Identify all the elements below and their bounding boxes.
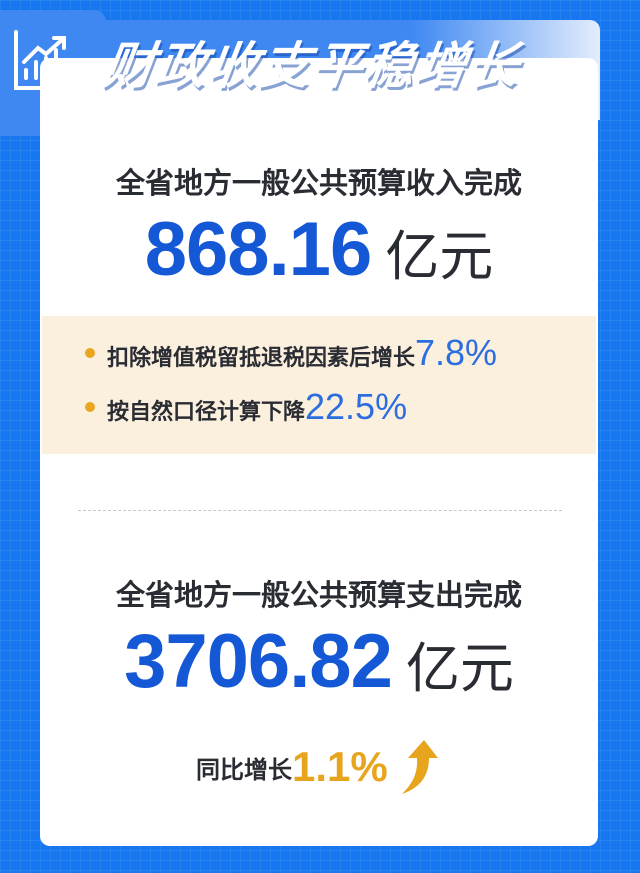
growth-label: 同比增长 bbox=[196, 755, 292, 784]
revenue-unit: 亿元 bbox=[385, 225, 494, 288]
revenue-note: 按自然口径计算下降 22.5% bbox=[85, 386, 407, 428]
note-text: 扣除增值税留抵退税因素后增长 bbox=[107, 346, 416, 371]
bullet-icon bbox=[85, 348, 95, 358]
arrow-up-icon bbox=[401, 740, 438, 794]
section-divider bbox=[78, 510, 562, 511]
chart-growth-icon bbox=[14, 30, 72, 90]
bullet-icon bbox=[85, 402, 95, 412]
note-value: 22.5% bbox=[305, 386, 408, 427]
expenditure-amount: 3706.82 亿元 bbox=[40, 618, 598, 705]
revenue-notes-box bbox=[42, 316, 596, 454]
revenue-note: 扣除增值税留抵退税因素后增长 7.8% bbox=[85, 332, 497, 374]
note-value: 7.8% bbox=[415, 332, 498, 373]
expenditure-unit: 亿元 bbox=[405, 637, 514, 700]
expenditure-value: 3706.82 bbox=[124, 619, 393, 704]
revenue-amount: 868.16 亿元 bbox=[40, 206, 598, 293]
revenue-heading: 全省地方一般公共预算收入完成 bbox=[115, 166, 522, 200]
note-text: 按自然口径计算下降 bbox=[107, 400, 306, 425]
expenditure-heading: 全省地方一般公共预算支出完成 bbox=[115, 578, 522, 612]
revenue-value: 868.16 bbox=[144, 207, 372, 292]
page-title: 财政收支平稳增长 bbox=[100, 37, 525, 95]
expenditure-growth: 同比增长 1.1% bbox=[196, 738, 440, 796]
growth-value: 1.1% bbox=[292, 743, 388, 790]
